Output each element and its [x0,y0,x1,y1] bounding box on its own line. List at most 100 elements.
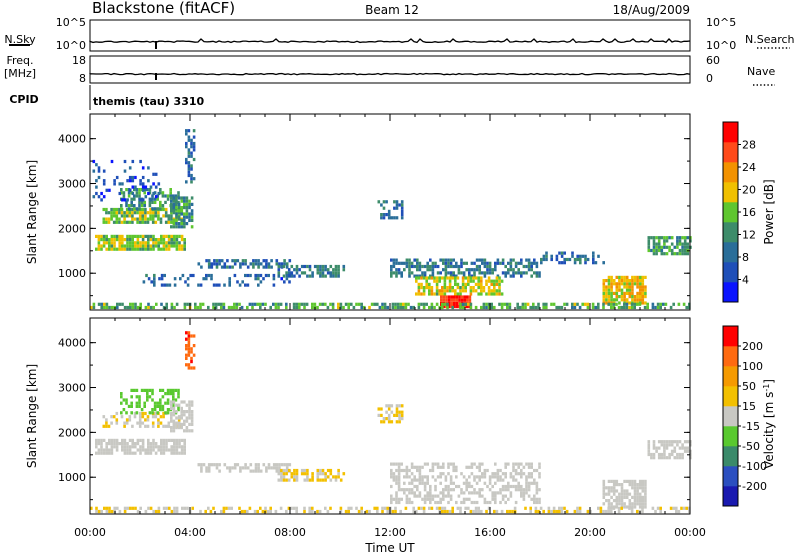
xtick-label: 20:00 [574,526,606,539]
velocity-cell [160,445,163,449]
power-cell [288,280,291,284]
velocity-cell [429,468,432,473]
power-cell [488,261,492,265]
velocity-cell [452,465,455,469]
power-cell [205,259,208,263]
velocity-cell [170,419,173,423]
power-cell [187,138,191,142]
power-ylabel: Slant Range [km] [25,160,39,264]
power-cell [126,234,129,238]
power-cell [618,282,621,286]
velocity-cell [157,421,160,425]
power-cell [428,305,431,310]
velocity-cell [442,497,445,501]
velocity-cell [190,334,193,338]
velocity-cell [410,491,414,495]
power-cell [152,191,155,196]
power-cell [190,212,194,216]
velocity-cell [110,438,114,442]
power-cell [460,261,463,265]
power-cell [160,302,163,306]
power-cell [175,234,179,238]
power-cell [457,268,461,272]
velocity-cell [423,462,427,466]
power-cell [591,305,595,310]
velocity-cell [610,502,613,506]
power-cell [100,198,103,202]
velocity-cell [486,500,489,505]
velocity-cell [169,388,172,392]
power-cell [493,289,496,293]
velocity-cell [620,495,624,499]
power-cell [381,302,384,306]
velocity-cell [154,411,158,416]
power-cell [138,207,141,211]
power-cell [248,302,252,306]
velocity-cell [443,506,447,510]
power-cell [610,285,613,289]
power-cell [453,305,456,309]
velocity-cell [257,469,260,473]
velocity-cell [602,495,606,499]
power-cell [128,175,132,180]
power-cell [617,305,621,310]
power-cell [197,283,200,287]
velocity-cell [149,451,153,455]
power-cell [615,282,619,286]
power-cell [146,211,150,215]
power-cell [135,207,139,211]
power-cell [149,247,153,251]
velocity-cell [465,484,468,489]
velocity-cell [439,472,442,476]
velocity-cell [530,462,533,466]
velocity-cell [533,481,536,485]
power-cell [663,242,666,246]
power-cell [602,261,605,265]
power-cell [420,282,423,286]
power-cell [392,258,396,262]
velocity-cell [673,446,677,450]
power-cell [118,244,121,248]
power-cell [128,238,132,242]
power-cell [107,217,111,221]
power-cell [392,271,396,275]
velocity-cell [678,456,682,460]
velocity-cell [188,416,191,420]
power-cell [507,268,510,272]
power-cell [377,200,381,204]
velocity-cell [123,451,127,455]
power-cell [387,209,391,213]
velocity-cell [416,478,419,482]
power-cell [306,274,309,278]
power-cell [494,264,497,269]
power-cell [107,211,111,215]
power-cell [329,274,333,278]
velocity-cell [164,401,167,405]
power-cell [134,234,137,238]
velocity-cell [434,494,437,498]
power-cell [540,257,543,262]
velocity-cell [504,465,507,469]
power-cell [192,129,196,133]
velocity-cell [226,466,229,470]
power-cell [148,188,152,192]
power-cell [396,305,400,310]
velocity-cell [602,509,605,514]
velocity-cell [493,509,496,514]
velocity-cell [468,484,471,489]
power-cell [633,302,636,306]
power-cell [115,217,119,221]
velocity-cell [447,491,450,495]
velocity-cell [387,407,391,411]
power-cell [102,207,106,212]
velocity-cell [449,462,453,466]
velocity-cell [316,472,320,476]
velocity-cell [282,468,286,473]
power-cell [440,295,443,299]
velocity-cell [470,462,474,466]
power-cell [112,211,116,215]
power-cell [633,282,637,286]
velocity-cell [421,497,424,501]
power-colorbar-tick: 4 [742,274,749,287]
freq-panel: Freq. [MHz] 18 8 60 0 Nave [4,54,775,86]
